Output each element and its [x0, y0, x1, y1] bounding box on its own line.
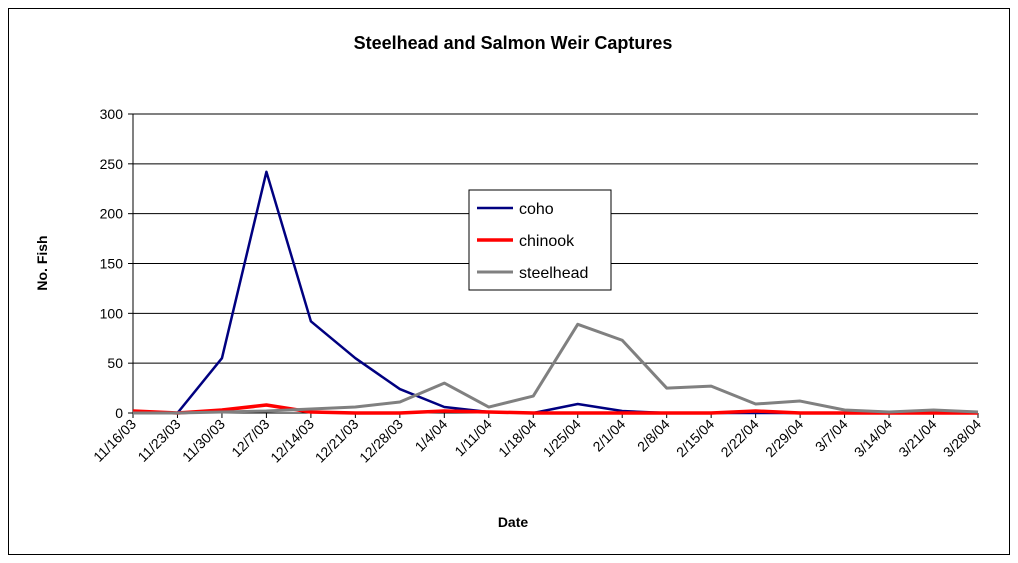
series-line — [133, 322, 979, 415]
legend-label: chinook — [519, 233, 575, 250]
y-tick-label: 0 — [115, 405, 123, 421]
y-tick-label: 150 — [100, 256, 124, 272]
series-line — [132, 403, 978, 415]
legend-label: coho — [519, 201, 554, 218]
y-axis-label: No. Fish — [34, 235, 50, 290]
y-tick-label: 300 — [100, 106, 124, 122]
chart-title: Steelhead and Salmon Weir Captures — [354, 33, 673, 53]
legend-label: steelhead — [519, 265, 588, 282]
y-tick-label: 200 — [100, 206, 124, 222]
y-tick-label: 250 — [100, 156, 124, 172]
y-tick-label: 100 — [100, 305, 124, 321]
y-tick-label: 50 — [107, 355, 123, 371]
x-axis-label: Date — [498, 514, 529, 530]
